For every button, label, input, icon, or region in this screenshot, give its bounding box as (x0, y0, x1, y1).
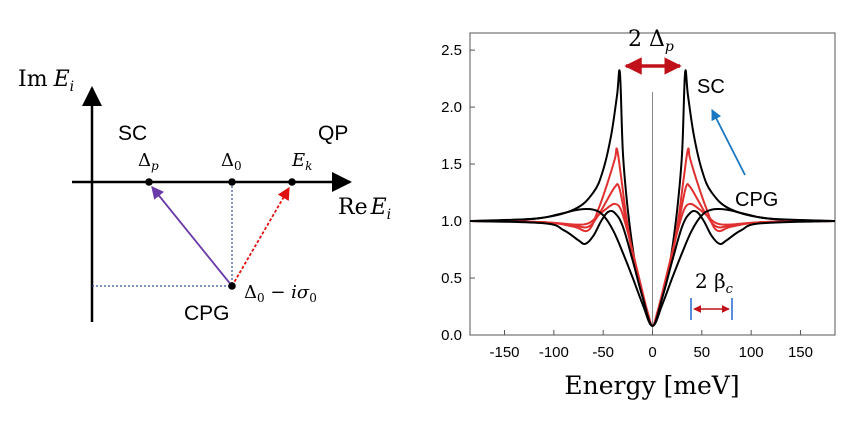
chart-sc-label: SC (697, 76, 725, 98)
delta-0-label: Δ0 (221, 150, 242, 173)
qp-label: QP (318, 122, 348, 145)
arrow-to-delta-p (151, 186, 233, 287)
y-tick-label: 0.5 (441, 270, 462, 287)
e-k-label: Ek (291, 150, 312, 173)
y-tick-label: 0.0 (441, 327, 462, 344)
sc-blue-arrow (711, 109, 746, 176)
cpg-label: CPG (184, 302, 230, 325)
point-e-k (288, 178, 296, 186)
y-tick-label: 2.5 (441, 42, 462, 59)
gap-annotation-label: 2 Δp (628, 27, 674, 55)
series-broad (469, 207, 836, 327)
re-axis-label: Re Ei (338, 195, 391, 223)
y-tick-label: 2.0 (441, 99, 462, 116)
arrow-to-e-k (231, 186, 290, 287)
y-tick-label: 1.0 (441, 213, 462, 230)
x-tick-label: -50 (592, 344, 614, 361)
point-delta-0 (228, 178, 236, 186)
x-tick-label: -150 (490, 344, 520, 361)
x-tick-label: 50 (693, 344, 710, 361)
point-pole (228, 282, 236, 290)
im-axis-label: Im Ei (18, 67, 74, 95)
beta-annotation-label: 2 βc (695, 269, 734, 297)
spectral-chart: -150 -100 -50 0 50 100 150 0.0 0.5 1.0 1.5 2.0 2.5 E… (441, 27, 836, 400)
y-tick-label: 1.5 (441, 156, 462, 173)
x-tick-label: 150 (788, 344, 813, 361)
x-tick-label: -100 (539, 344, 569, 361)
pole-label: Δ0 − iσ0 (244, 282, 317, 305)
point-delta-p (145, 178, 153, 186)
x-tick-label: 0 (648, 344, 656, 361)
x-tick-label: 100 (739, 344, 764, 361)
complex-plane-diagram: Im Ei Re Ei SC QP CPG Δp Δ0 Ek Δ0 − iσ0 (18, 67, 391, 325)
x-axis-label: Energy [meV] (564, 371, 739, 400)
delta-p-label: Δp (138, 150, 159, 173)
sc-label: SC (118, 122, 147, 145)
chart-cpg-label: CPG (735, 189, 778, 211)
